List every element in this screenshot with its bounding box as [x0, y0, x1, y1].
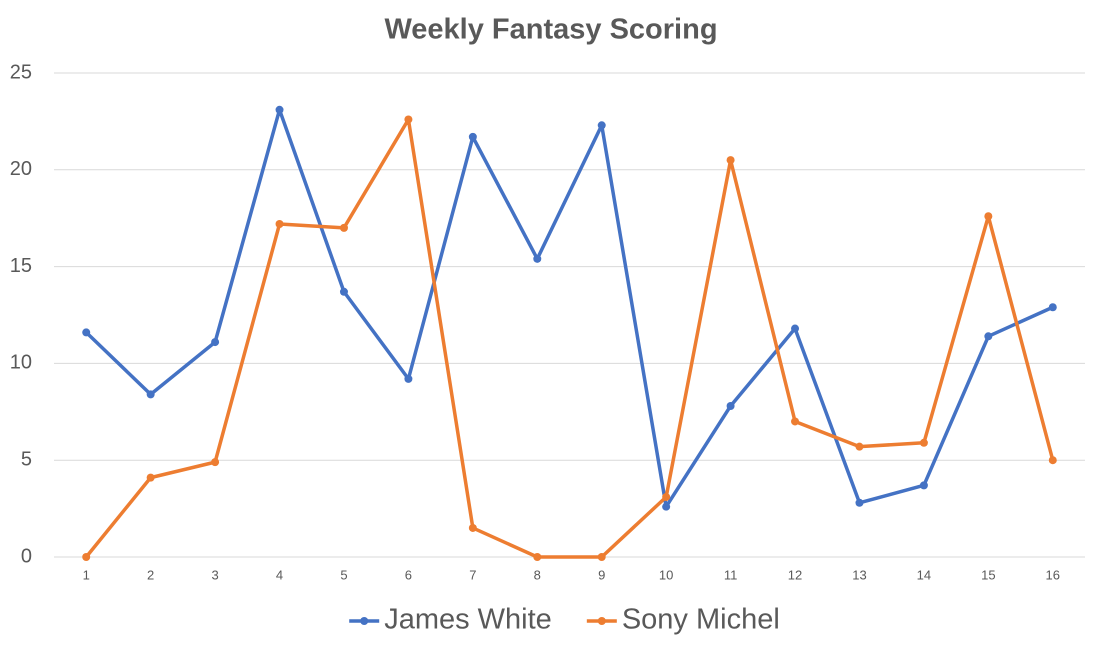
data-point	[533, 254, 542, 263]
y-tick-label: 25	[10, 61, 32, 83]
data-point	[533, 553, 542, 561]
series-line	[84, 117, 1055, 559]
data-point	[984, 332, 993, 341]
data-point	[984, 212, 993, 221]
data-point	[662, 492, 671, 501]
legend-label: James White	[384, 604, 552, 636]
data-point	[404, 115, 413, 124]
data-point	[146, 473, 155, 482]
data-point	[339, 287, 348, 296]
x-tick-label: 5	[340, 567, 347, 582]
y-tick-label: 15	[10, 255, 32, 277]
x-tick-label: 16	[1046, 567, 1060, 582]
data-point	[211, 338, 220, 347]
data-point	[919, 481, 928, 490]
data-point	[1048, 456, 1057, 465]
x-tick-label: 14	[917, 567, 931, 582]
legend-marker	[360, 617, 369, 625]
x-tick-label: 6	[405, 567, 412, 582]
x-tick-label: 9	[598, 567, 605, 582]
data-point	[919, 438, 928, 447]
y-tick-label: 10	[10, 352, 32, 374]
data-point	[275, 105, 284, 114]
chart-title: Weekly Fantasy Scoring	[384, 14, 717, 46]
data-point	[662, 502, 671, 511]
data-point	[82, 328, 91, 337]
x-tick-label: 7	[469, 567, 476, 582]
data-point	[275, 220, 284, 229]
x-tick-label: 1	[83, 567, 90, 582]
data-point	[597, 553, 606, 561]
x-tick-label: 13	[852, 567, 866, 582]
data-point	[82, 553, 91, 561]
legend-label: Sony Michel	[622, 604, 780, 636]
data-point	[726, 401, 735, 410]
data-point	[855, 442, 864, 451]
y-tick-label: 20	[10, 158, 32, 180]
x-tick-label: 11	[724, 567, 738, 582]
data-point	[791, 324, 800, 333]
data-point	[791, 417, 800, 426]
data-point	[211, 458, 220, 467]
x-tick-label: 12	[788, 567, 802, 582]
series-line	[85, 108, 1054, 509]
data-point	[597, 121, 606, 130]
y-tick-label: 0	[21, 545, 32, 567]
x-tick-label: 8	[534, 567, 541, 582]
data-point	[468, 523, 477, 532]
x-tick-label: 3	[211, 567, 218, 582]
x-tick-label: 10	[659, 567, 673, 582]
data-point	[855, 498, 864, 507]
data-point	[339, 223, 348, 232]
x-tick-label: 2	[147, 567, 154, 582]
legend-marker	[597, 617, 606, 625]
data-point	[1048, 303, 1057, 312]
x-tick-label: 4	[276, 567, 283, 582]
y-tick-label: 5	[21, 448, 32, 470]
data-point	[404, 374, 413, 383]
x-tick-label: 15	[981, 567, 995, 582]
data-point	[146, 390, 155, 399]
data-point	[468, 132, 477, 141]
data-point	[726, 156, 735, 165]
